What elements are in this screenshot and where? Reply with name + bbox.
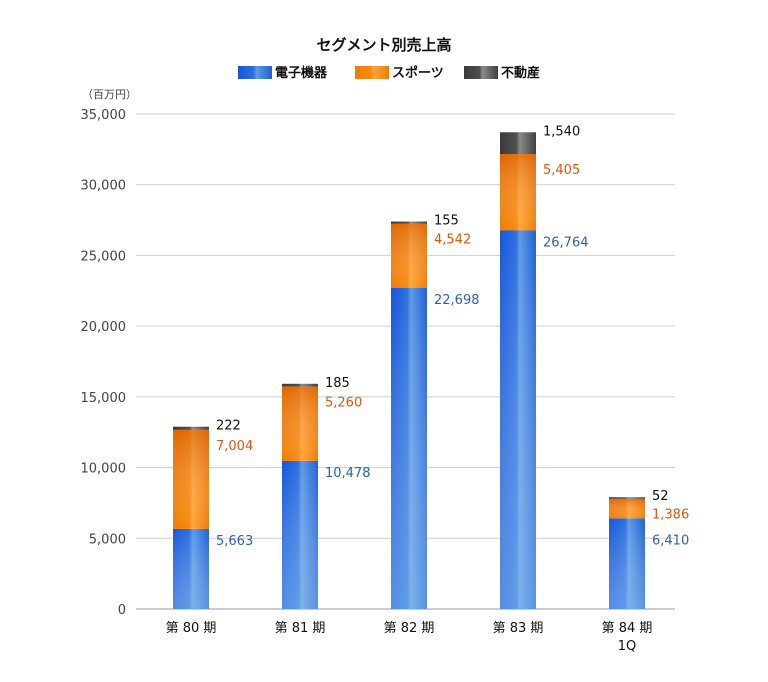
bar-segment bbox=[609, 497, 645, 499]
data-label: 1,540 bbox=[543, 124, 580, 139]
y-axis-ticks: 0 5,000 10,000 15,000 20,000 25,000 30,000 35,0… bbox=[81, 108, 127, 618]
data-label: 26,764 bbox=[543, 235, 589, 250]
data-label: 5,405 bbox=[543, 163, 580, 178]
data-label: 5,260 bbox=[325, 395, 362, 410]
bar-segment-shade bbox=[173, 528, 209, 609]
chart-title: セグメント別売上高 bbox=[316, 36, 451, 54]
bar-segment bbox=[391, 221, 427, 224]
data-label: 22,698 bbox=[434, 293, 480, 308]
bar-segment-shade bbox=[609, 498, 645, 519]
x-tick-label: 第 82 期 bbox=[384, 621, 435, 636]
y-tick-label: 0 bbox=[118, 603, 126, 618]
data-label: 10,478 bbox=[325, 466, 371, 481]
data-labels: 5,663 7,004 222 10,478 5,260 185 22,698 4,542 15… bbox=[216, 124, 689, 549]
bar-segment-shade bbox=[282, 386, 318, 461]
x-tick-label: 第 83 期 bbox=[493, 621, 544, 636]
bar-segment-shade bbox=[391, 223, 427, 288]
data-label: 6,410 bbox=[652, 534, 689, 549]
y-tick-label: 20,000 bbox=[81, 320, 127, 335]
y-tick-label: 5,000 bbox=[89, 532, 126, 547]
data-label: 222 bbox=[216, 419, 241, 434]
data-label: 4,542 bbox=[434, 233, 471, 248]
x-axis-labels: 第 80 期 第 81 期 第 82 期 第 83 期 第 84 期 1Q bbox=[166, 621, 653, 654]
x-tick-label: 第 81 期 bbox=[275, 621, 326, 636]
data-label: 52 bbox=[652, 489, 669, 504]
y-tick-label: 35,000 bbox=[81, 108, 127, 123]
x-tick-label: 第 84 期 bbox=[602, 621, 653, 636]
legend-label: スポーツ bbox=[392, 65, 444, 81]
data-label: 7,004 bbox=[216, 439, 253, 454]
bar-segment bbox=[173, 426, 209, 430]
y-axis-unit-label: （百万円） bbox=[82, 88, 137, 101]
x-tick-label: 1Q bbox=[618, 639, 637, 654]
x-tick-label: 第 80 期 bbox=[166, 621, 217, 636]
data-label: 155 bbox=[434, 214, 459, 229]
y-tick-label: 25,000 bbox=[81, 249, 127, 264]
legend-label: 電子機器 bbox=[275, 65, 328, 81]
y-tick-label: 30,000 bbox=[81, 179, 127, 194]
data-label: 5,663 bbox=[216, 534, 253, 549]
y-tick-label: 15,000 bbox=[81, 391, 127, 406]
legend-swatch bbox=[355, 66, 389, 79]
bar-segment-shade bbox=[500, 230, 536, 609]
legend-swatch bbox=[238, 66, 272, 79]
y-tick-label: 10,000 bbox=[81, 462, 127, 477]
data-label: 185 bbox=[325, 376, 350, 391]
bar-segment-shade bbox=[500, 154, 536, 231]
bar-segment-shade bbox=[173, 429, 209, 529]
legend: 電子機器 スポーツ 不動産 bbox=[238, 65, 540, 81]
data-label: 1,386 bbox=[652, 508, 689, 523]
bar-segment bbox=[500, 132, 536, 155]
bar-segment bbox=[282, 383, 318, 387]
legend-swatch bbox=[464, 66, 498, 79]
bar-segment-shade bbox=[282, 460, 318, 609]
bar-segment-shade bbox=[609, 518, 645, 609]
bars bbox=[173, 132, 645, 609]
bar-segment-shade bbox=[391, 287, 427, 609]
legend-label: 不動産 bbox=[501, 65, 540, 81]
